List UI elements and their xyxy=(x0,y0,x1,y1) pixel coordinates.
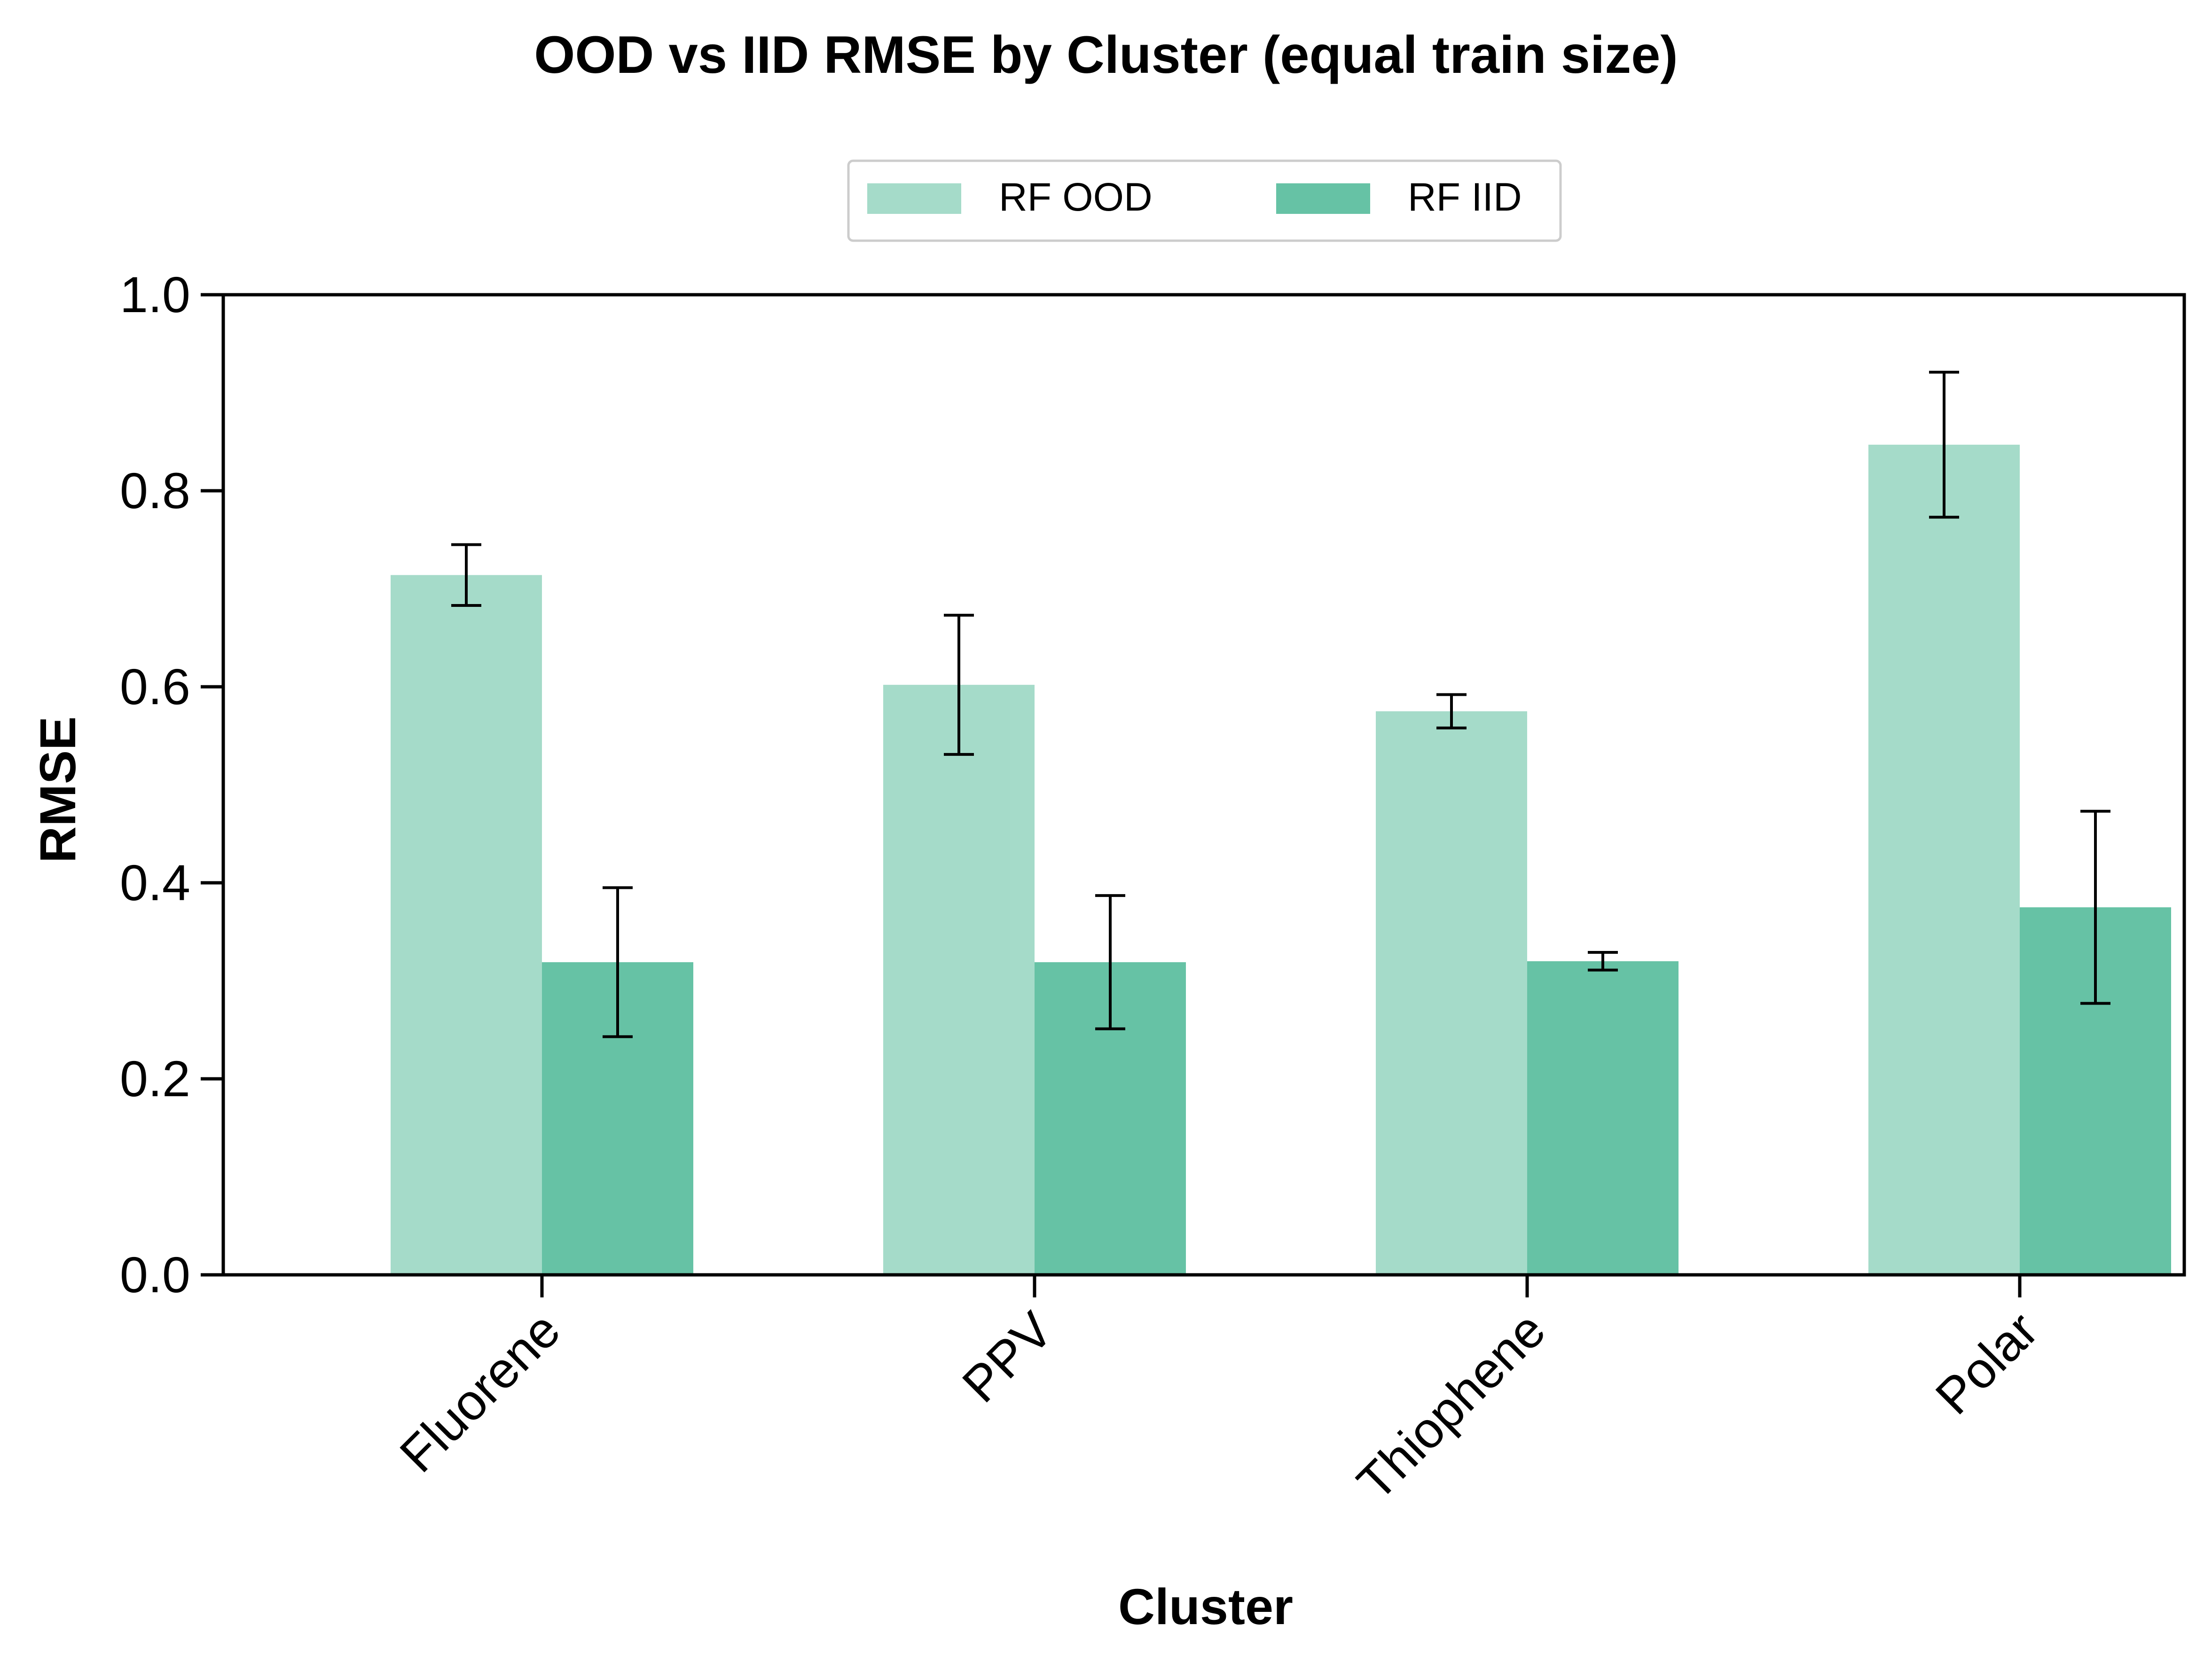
bar-rf-iid-thiophene xyxy=(1527,961,1679,1275)
legend-label-rf-iid: RF IID xyxy=(1408,175,1522,219)
legend-swatch-rf-iid xyxy=(1276,183,1370,214)
error-bar-rf-ood-fluorene xyxy=(451,543,481,607)
bar-rf-ood-fluorene xyxy=(391,575,542,1275)
bar-rf-ood-polar xyxy=(1868,445,2020,1275)
error-bar-rf-ood-polar xyxy=(1929,370,1959,519)
legend-swatch-rf-ood xyxy=(867,183,961,214)
x-tick-label-thiophene: Thiophene xyxy=(1346,1301,1556,1511)
bar-rf-ood-ppv xyxy=(883,684,1035,1275)
x-tick-label-polar: Polar xyxy=(1924,1301,2048,1425)
error-bar-rf-iid-ppv xyxy=(1095,894,1125,1030)
chart-title: OOD vs IID RMSE by Cluster (equal train … xyxy=(534,25,1678,84)
x-tick-label-ppv: PPV xyxy=(951,1301,1063,1413)
y-tick-label-0-8: 0.8 xyxy=(120,462,190,519)
y-axis-title: RMSE xyxy=(29,716,86,863)
axes-frame xyxy=(221,293,2186,1277)
error-bar-rf-iid-thiophene xyxy=(1588,951,1618,972)
y-tick-label-0-2: 0.2 xyxy=(120,1050,190,1107)
legend: RF OOD RF IID xyxy=(847,159,1562,242)
x-axis-title: Cluster xyxy=(1118,1578,1293,1635)
error-bar-rf-iid-polar xyxy=(2080,809,2110,1005)
error-bar-rf-ood-ppv xyxy=(944,613,974,756)
plot-area: Fluorene PPV Thiophene Polar 0.0 0.2 0.4 0.6 0.8… xyxy=(120,266,2186,1511)
error-bar-rf-iid-fluorene xyxy=(603,886,633,1038)
legend-label-rf-ood: RF OOD xyxy=(999,175,1153,219)
y-tick-label-0-4: 0.4 xyxy=(120,854,190,911)
legend-frame xyxy=(847,159,1562,242)
y-tick-label-0-0: 0.0 xyxy=(120,1246,190,1303)
error-bar-rf-ood-thiophene xyxy=(1436,693,1467,730)
bar-rf-ood-thiophene xyxy=(1376,711,1527,1275)
x-tick-label-fluorene: Fluorene xyxy=(389,1301,571,1483)
y-tick-label-0-6: 0.6 xyxy=(120,658,190,715)
y-tick-label-1-0: 1.0 xyxy=(120,266,190,323)
